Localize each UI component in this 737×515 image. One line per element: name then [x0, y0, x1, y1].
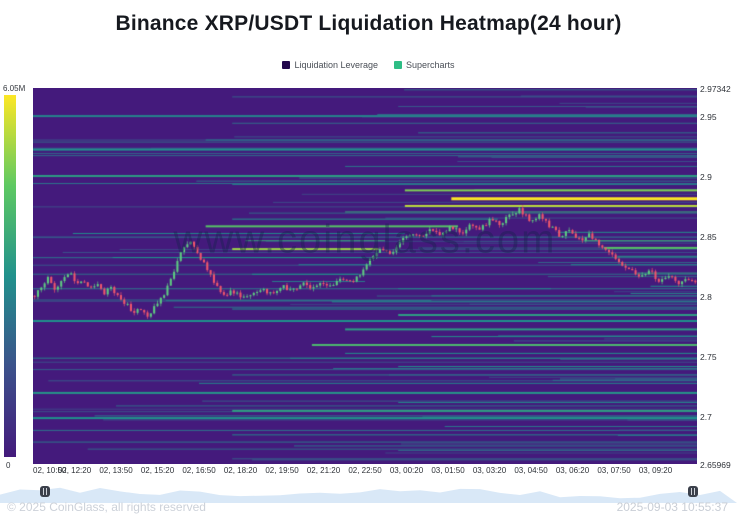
y-axis-label: 2.8 [700, 291, 712, 302]
page-title: Binance XRP/USDT Liquidation Heatmap(24 … [115, 12, 622, 35]
x-axis-label: 02, 18:20 [223, 466, 258, 475]
navigator-minimap[interactable] [0, 481, 737, 503]
x-axis-label: 02, 13:50 [99, 466, 133, 475]
x-axis-label: 02, 22:50 [348, 466, 382, 475]
y-axis-label: 2.65969 [700, 460, 731, 470]
x-axis-label: 02, 10:50 [33, 466, 67, 475]
chart-legend: Liquidation Leverage Supercharts [0, 60, 737, 70]
x-axis-label: 03, 06:20 [555, 466, 590, 475]
legend-swatch-purple [282, 61, 291, 69]
x-axis-label: 03, 09:20 [638, 466, 673, 475]
time-axis: 02, 10:50 02, 12:20 02, 13:50 02, 15:20 02, … [0, 466, 737, 478]
x-axis-label: 03, 00:20 [389, 466, 424, 475]
y-axis-label: 2.9 [700, 171, 712, 182]
legend-label: Supercharts [406, 60, 455, 70]
legend-swatch-green [394, 61, 403, 69]
y-axis-label: 2.85 [700, 231, 717, 242]
x-axis-label: 03, 01:50 [431, 466, 465, 475]
x-axis-label: 03, 04:50 [514, 466, 548, 475]
y-axis-label: 2.97342 [700, 84, 731, 94]
x-axis-label: 03, 03:20 [472, 466, 507, 475]
colorbar-max-label: 6.05M [3, 84, 26, 93]
navigator-area-shape [0, 487, 737, 503]
timestamp-text: 2025-09-03 10:55:37 [616, 500, 728, 514]
y-axis-label: 2.95 [700, 112, 717, 123]
x-axis-label: 02, 12:20 [57, 466, 92, 475]
x-axis-label: 02, 15:20 [140, 466, 175, 475]
legend-label: Liquidation Leverage [294, 60, 379, 70]
colorbar-gradient [4, 95, 16, 457]
colorbar-min-label: 0 [6, 461, 11, 470]
navigator-left-handle[interactable] [40, 486, 50, 497]
y-axis-label: 2.7 [700, 411, 712, 422]
x-axis-label: 02, 16:50 [182, 466, 216, 475]
y-axis-label: 2.75 [700, 351, 717, 362]
x-axis-label: 02, 19:50 [265, 466, 299, 475]
x-axis-label: 03, 07:50 [597, 466, 631, 475]
heatmap-plot-canvas[interactable] [33, 88, 697, 464]
legend-item-supercharts[interactable]: Supercharts [394, 60, 455, 70]
legend-item-liquidation-leverage[interactable]: Liquidation Leverage [282, 60, 378, 70]
x-axis-label: 02, 21:20 [306, 466, 341, 475]
copyright-text: © 2025 CoinGlass, all rights reserved [7, 500, 206, 514]
navigator-right-handle[interactable] [688, 486, 698, 497]
